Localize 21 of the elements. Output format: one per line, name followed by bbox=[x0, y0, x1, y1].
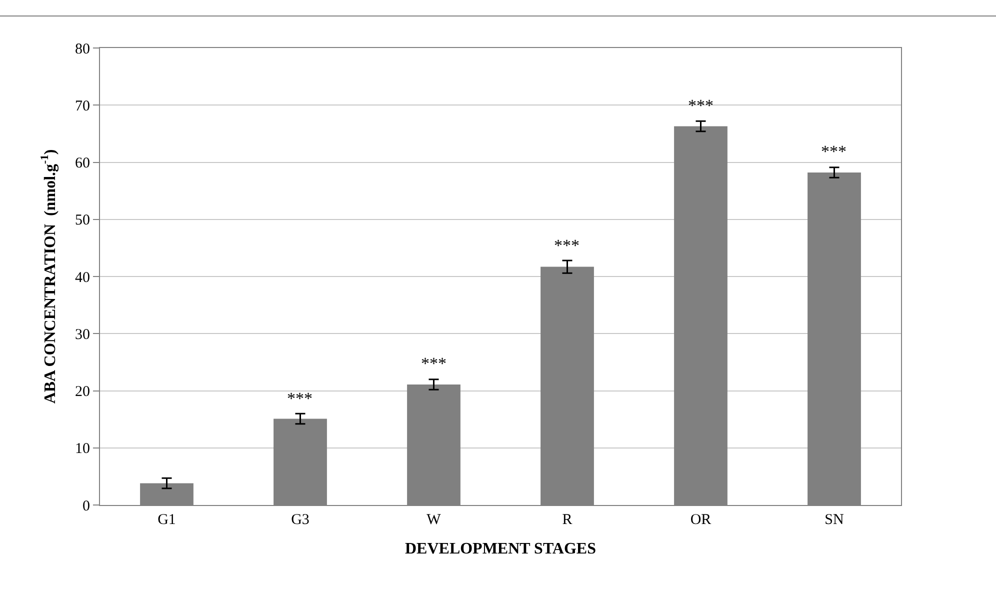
x-tick-label: G1 bbox=[158, 512, 176, 528]
x-tick-label: R bbox=[562, 512, 572, 528]
x-tick-label: SN bbox=[824, 512, 844, 528]
y-tick-label: 70 bbox=[75, 98, 90, 114]
annotation: *** bbox=[821, 142, 846, 161]
y-tick-label: 30 bbox=[75, 326, 90, 343]
y-tick-label: 20 bbox=[75, 384, 90, 400]
annotation: *** bbox=[421, 354, 446, 373]
y-tick-label: 10 bbox=[75, 441, 90, 458]
annotation: *** bbox=[688, 96, 714, 115]
x-axis-title: DEVELOPMENT STAGES bbox=[404, 540, 596, 558]
y-tick-label: 60 bbox=[75, 156, 90, 172]
x-tick-label: W bbox=[426, 512, 442, 528]
y-tick-label: 50 bbox=[75, 212, 90, 229]
x-tick-label: OR bbox=[690, 512, 712, 528]
y-tick-label: 0 bbox=[82, 498, 90, 514]
y-tick-label: 80 bbox=[75, 41, 90, 58]
x-tick-label: G3 bbox=[291, 512, 310, 528]
y-tick-label: 40 bbox=[75, 270, 90, 286]
annotation: *** bbox=[554, 236, 580, 255]
annotation: *** bbox=[287, 389, 312, 408]
